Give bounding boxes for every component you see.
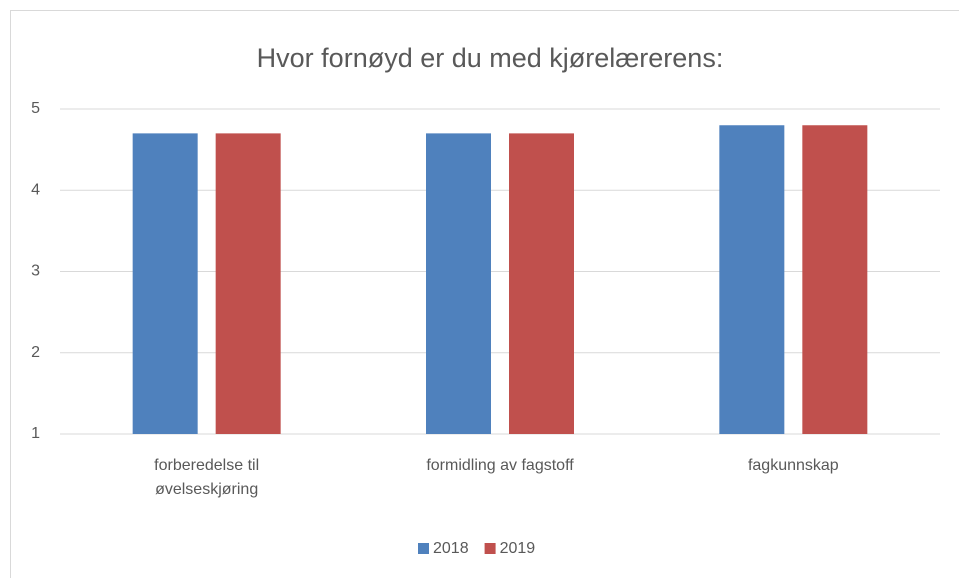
x-tick-label: fagkunnskap xyxy=(747,457,839,474)
bar xyxy=(426,133,491,434)
chart-title: Hvor fornøyd er du med kjørelærerens: xyxy=(257,43,724,73)
x-tick-label: formidling av fagstoff xyxy=(426,457,574,474)
y-tick-label: 4 xyxy=(31,181,40,198)
legend-swatch xyxy=(484,543,496,554)
legend-label: 2018 xyxy=(433,540,469,557)
bar xyxy=(132,133,198,434)
legend-swatch xyxy=(418,543,429,554)
bar xyxy=(509,133,574,434)
bar xyxy=(802,125,868,434)
y-tick-label: 1 xyxy=(31,425,40,442)
y-tick-label: 3 xyxy=(31,263,40,280)
bar xyxy=(215,133,281,434)
legend-label: 2019 xyxy=(500,540,536,557)
y-tick-label: 5 xyxy=(31,100,40,117)
y-tick-label: 2 xyxy=(31,344,40,361)
bar xyxy=(719,125,785,434)
x-tick-label: forberedelse til øvelseskjøring xyxy=(154,457,260,498)
